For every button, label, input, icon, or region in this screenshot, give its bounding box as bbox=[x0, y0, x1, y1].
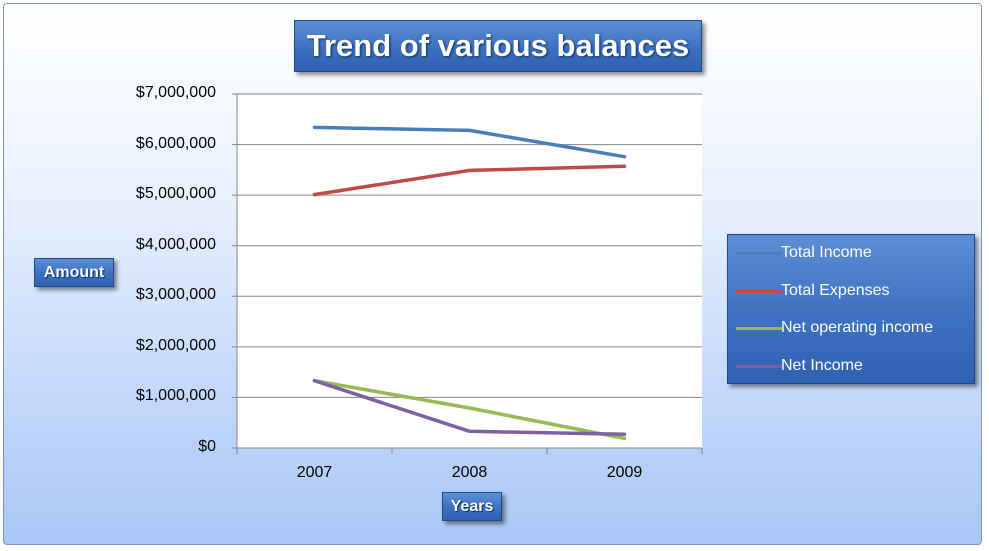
legend-swatch bbox=[736, 364, 782, 368]
legend-item: Total Income bbox=[728, 243, 974, 263]
series-line-1 bbox=[312, 164, 627, 197]
series-line-3 bbox=[312, 378, 627, 437]
legend-item: Total Expenses bbox=[728, 281, 974, 301]
y-tick-label: $7,000,000 bbox=[135, 84, 216, 101]
chart-title-box: Trend of various balances bbox=[294, 20, 702, 72]
legend-label: Net operating income bbox=[781, 319, 934, 336]
legend-swatch bbox=[736, 252, 782, 255]
chart-svg bbox=[232, 93, 703, 454]
legend-item: Net Income bbox=[728, 356, 974, 376]
x-axis-title: Years bbox=[450, 498, 494, 515]
chart-frame: Trend of various balances Amount Years $… bbox=[3, 3, 982, 545]
legend-label: Total Expenses bbox=[781, 281, 890, 299]
series-line-2 bbox=[312, 378, 627, 441]
chart-title: Trend of various balances bbox=[306, 28, 690, 63]
y-tick-label: $5,000,000 bbox=[135, 185, 216, 203]
y-axis-title: Amount bbox=[43, 264, 105, 281]
y-tick-label: $0 bbox=[198, 438, 216, 455]
y-tick-label: $2,000,000 bbox=[135, 336, 216, 354]
x-axis-title-box: Years bbox=[442, 492, 502, 521]
legend-swatch bbox=[736, 289, 782, 293]
x-tick-label: 2009 bbox=[606, 464, 643, 481]
y-tick-label: $4,000,000 bbox=[135, 235, 216, 253]
y-tick-label: $3,000,000 bbox=[135, 286, 216, 304]
y-tick-label: $6,000,000 bbox=[135, 134, 216, 152]
legend-swatch bbox=[736, 327, 782, 330]
legend-label: Total Income bbox=[781, 244, 872, 261]
x-tick-label: 2007 bbox=[296, 464, 333, 481]
legend: Total Income Total Expenses Net operating … bbox=[727, 234, 975, 384]
y-tick-label: $1,000,000 bbox=[135, 387, 216, 405]
legend-item: Net operating income bbox=[728, 318, 974, 338]
plot-area bbox=[237, 94, 702, 448]
series-line-0 bbox=[312, 125, 627, 159]
legend-label: Net Income bbox=[781, 356, 863, 374]
x-tick-label: 2008 bbox=[451, 464, 488, 481]
y-axis-title-box: Amount bbox=[34, 258, 114, 287]
